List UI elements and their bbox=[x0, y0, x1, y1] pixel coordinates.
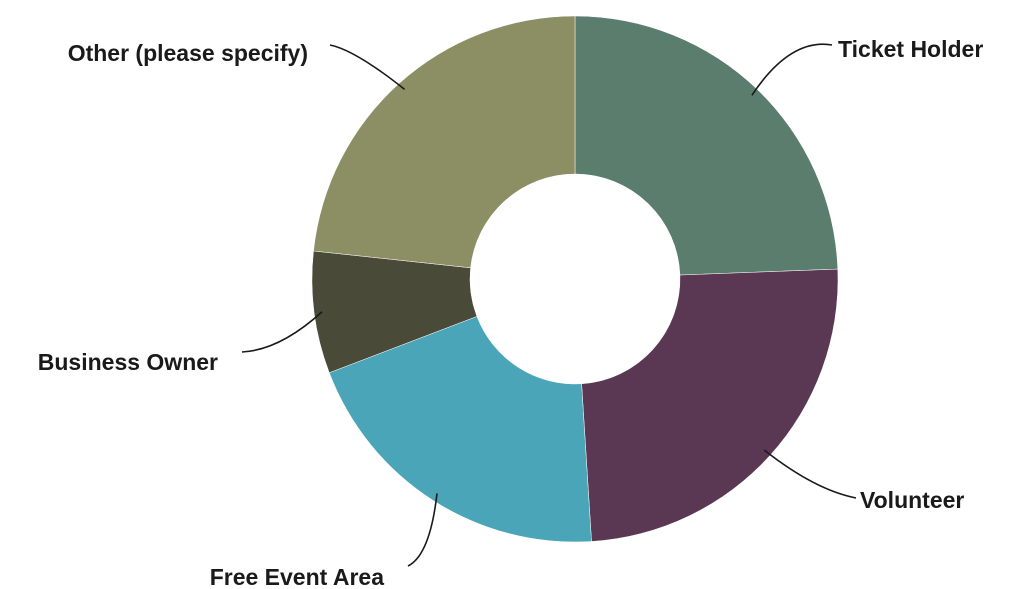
label-volunteer: Volunteer bbox=[860, 487, 964, 513]
label-other-please-specify: Other (please specify) bbox=[68, 40, 308, 66]
slice-ticket-holder bbox=[574, 15, 839, 276]
slice-other-please-specify bbox=[313, 15, 576, 269]
label-ticket-holder: Ticket Holder bbox=[838, 36, 983, 62]
leader-free-event-area bbox=[407, 493, 438, 567]
slice-free-event-area bbox=[328, 316, 592, 543]
label-free-event-area: Free Event Area bbox=[210, 564, 384, 589]
leader-business-owner bbox=[241, 311, 323, 353]
leader-volunteer bbox=[763, 449, 857, 499]
label-business-owner: Business Owner bbox=[38, 349, 218, 375]
donut-slices bbox=[311, 15, 839, 543]
leader-lines bbox=[241, 43, 857, 567]
leader-other-please-specify bbox=[329, 44, 406, 90]
leader-ticket-holder bbox=[751, 43, 833, 96]
slice-volunteer bbox=[581, 268, 839, 542]
slice-labels: Ticket Holder Volunteer Free Event Area Bus… bbox=[38, 36, 984, 589]
